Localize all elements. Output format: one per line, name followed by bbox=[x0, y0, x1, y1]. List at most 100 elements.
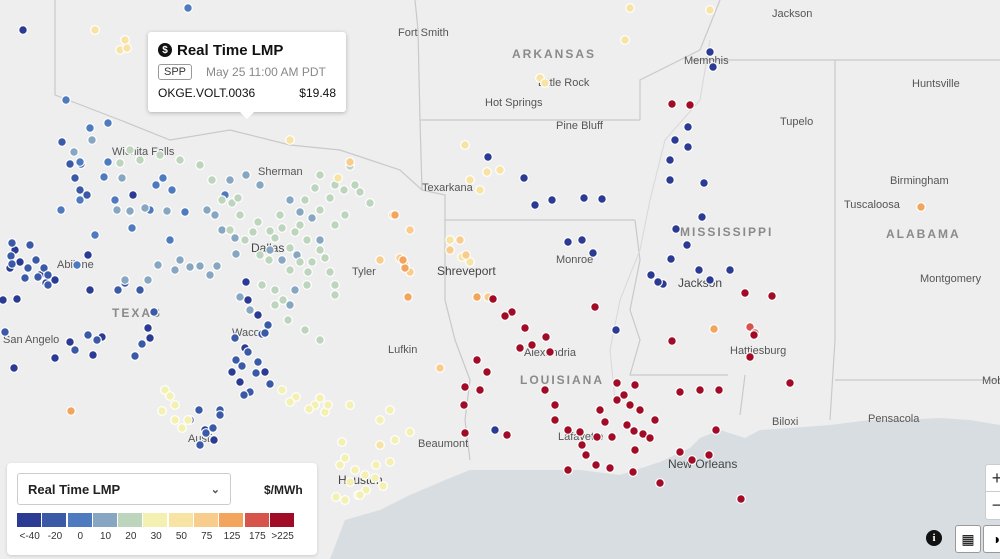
price-node[interactable] bbox=[285, 397, 295, 407]
price-node[interactable] bbox=[465, 175, 475, 185]
price-node[interactable] bbox=[127, 223, 137, 233]
price-node[interactable] bbox=[365, 198, 375, 208]
price-node[interactable] bbox=[350, 465, 360, 475]
price-node[interactable] bbox=[682, 240, 692, 250]
price-node[interactable] bbox=[115, 158, 125, 168]
price-node[interactable] bbox=[7, 259, 17, 269]
price-node[interactable] bbox=[540, 78, 550, 88]
price-node[interactable] bbox=[248, 227, 258, 237]
price-node[interactable] bbox=[577, 440, 587, 450]
price-node[interactable] bbox=[475, 385, 485, 395]
price-node[interactable] bbox=[650, 415, 660, 425]
price-node[interactable] bbox=[725, 265, 735, 275]
price-node[interactable] bbox=[92, 335, 102, 345]
price-node[interactable] bbox=[592, 432, 602, 442]
price-node[interactable] bbox=[90, 230, 100, 240]
price-node[interactable] bbox=[295, 220, 305, 230]
price-node[interactable] bbox=[472, 292, 482, 302]
price-node[interactable] bbox=[165, 391, 175, 401]
price-node[interactable] bbox=[390, 210, 400, 220]
price-node[interactable] bbox=[215, 410, 225, 420]
price-node[interactable] bbox=[143, 275, 153, 285]
price-node[interactable] bbox=[767, 291, 777, 301]
price-node[interactable] bbox=[611, 325, 621, 335]
price-node[interactable] bbox=[270, 285, 280, 295]
price-node[interactable] bbox=[225, 175, 235, 185]
price-node[interactable] bbox=[85, 123, 95, 133]
price-node[interactable] bbox=[482, 167, 492, 177]
price-node[interactable] bbox=[671, 224, 681, 234]
price-node[interactable] bbox=[155, 150, 165, 160]
price-node[interactable] bbox=[403, 292, 413, 302]
price-node[interactable] bbox=[135, 285, 145, 295]
price-node[interactable] bbox=[18, 25, 28, 35]
price-node[interactable] bbox=[255, 180, 265, 190]
price-node[interactable] bbox=[310, 183, 320, 193]
price-node[interactable] bbox=[230, 333, 240, 343]
price-node[interactable] bbox=[83, 250, 93, 260]
price-node[interactable] bbox=[699, 178, 709, 188]
price-node[interactable] bbox=[170, 415, 180, 425]
price-node[interactable] bbox=[277, 385, 287, 395]
price-node[interactable] bbox=[239, 390, 249, 400]
price-node[interactable] bbox=[295, 207, 305, 217]
price-node[interactable] bbox=[370, 473, 380, 483]
price-node[interactable] bbox=[217, 225, 227, 235]
price-node[interactable] bbox=[612, 395, 622, 405]
price-node[interactable] bbox=[70, 173, 80, 183]
price-node[interactable] bbox=[227, 367, 237, 377]
price-node[interactable] bbox=[275, 210, 285, 220]
price-node[interactable] bbox=[500, 311, 510, 321]
price-node[interactable] bbox=[83, 330, 93, 340]
price-node[interactable] bbox=[628, 467, 638, 477]
price-node[interactable] bbox=[235, 377, 245, 387]
price-node[interactable] bbox=[295, 257, 305, 267]
price-node[interactable] bbox=[591, 460, 601, 470]
price-node[interactable] bbox=[85, 285, 95, 295]
price-node[interactable] bbox=[75, 157, 85, 167]
price-node[interactable] bbox=[307, 257, 317, 267]
price-node[interactable] bbox=[581, 450, 591, 460]
price-node[interactable] bbox=[110, 195, 120, 205]
price-node[interactable] bbox=[6, 251, 16, 261]
price-node[interactable] bbox=[140, 203, 150, 213]
price-node[interactable] bbox=[333, 173, 343, 183]
price-node[interactable] bbox=[177, 423, 187, 433]
price-node[interactable] bbox=[195, 261, 205, 271]
price-node[interactable] bbox=[245, 305, 255, 315]
price-node[interactable] bbox=[460, 140, 470, 150]
price-node[interactable] bbox=[151, 180, 161, 190]
price-node[interactable] bbox=[135, 155, 145, 165]
price-node[interactable] bbox=[230, 233, 240, 243]
price-node[interactable] bbox=[237, 361, 247, 371]
price-node[interactable] bbox=[302, 280, 312, 290]
price-node[interactable] bbox=[260, 367, 270, 377]
price-node[interactable] bbox=[683, 142, 693, 152]
price-node[interactable] bbox=[285, 195, 295, 205]
price-node[interactable] bbox=[475, 185, 485, 195]
price-node[interactable] bbox=[482, 367, 492, 377]
price-node[interactable] bbox=[331, 492, 341, 502]
price-node[interactable] bbox=[167, 185, 177, 195]
price-node[interactable] bbox=[340, 453, 350, 463]
price-node[interactable] bbox=[646, 270, 656, 280]
price-node[interactable] bbox=[625, 3, 635, 13]
price-node[interactable] bbox=[345, 157, 355, 167]
zoom-out-button[interactable]: − bbox=[986, 491, 1000, 518]
price-node[interactable] bbox=[472, 355, 482, 365]
price-node[interactable] bbox=[194, 405, 204, 415]
map-style-icon[interactable]: ◑ bbox=[983, 525, 1000, 553]
price-node[interactable] bbox=[390, 435, 400, 445]
price-node[interactable] bbox=[705, 47, 715, 57]
price-node[interactable] bbox=[264, 255, 274, 265]
price-node[interactable] bbox=[145, 333, 155, 343]
price-node[interactable] bbox=[685, 100, 695, 110]
price-node[interactable] bbox=[255, 250, 265, 260]
price-node[interactable] bbox=[243, 347, 253, 357]
price-node[interactable] bbox=[277, 223, 287, 233]
price-node[interactable] bbox=[56, 205, 66, 215]
price-node[interactable] bbox=[113, 285, 123, 295]
price-node[interactable] bbox=[260, 328, 270, 338]
price-node[interactable] bbox=[697, 212, 707, 222]
price-node[interactable] bbox=[75, 195, 85, 205]
